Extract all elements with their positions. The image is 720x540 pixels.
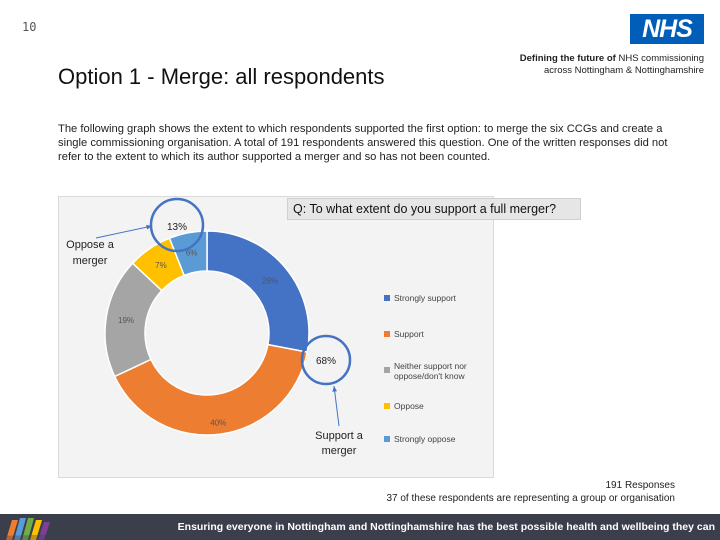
page-number: 10 (22, 20, 37, 34)
legend-label-3: Oppose (394, 401, 424, 411)
responses-count: 191 Responses (605, 480, 676, 491)
chart-slice-labels: 28% 40% 19% 7% 6% (118, 248, 278, 427)
footer-banner-text: Ensuring everyone in Nottingham and Nott… (177, 521, 715, 533)
support-total-label: 68% (316, 356, 336, 367)
legend-swatch-1 (384, 331, 390, 337)
group-note: 37 of these respondents are representing… (386, 493, 675, 504)
slice-label-1: 40% (210, 418, 226, 427)
legend-label-2: Neither support nor oppose/don't know (394, 361, 467, 381)
oppose-highlight-circle (149, 197, 205, 253)
support-arrow-head (332, 386, 338, 392)
support-highlight-circle (300, 334, 352, 386)
page-title: Option 1 - Merge: all respondents (58, 64, 385, 89)
oppose-arrow (95, 225, 153, 239)
header-subtitle: Defining the future of NHS commissioning… (498, 53, 704, 77)
support-arrow (333, 385, 340, 427)
stripes-decoration (0, 518, 130, 540)
slice-label-3: 7% (155, 261, 167, 270)
subtitle-bold: Defining the future of (519, 53, 616, 64)
slice-0 (206, 230, 310, 353)
chart-annotations: 13% Oppose a merger 68% Support a merger (66, 197, 364, 457)
oppose-total-label: 13% (167, 222, 187, 233)
chart-legend: Strongly support Support Neither support n… (384, 293, 467, 444)
intro-paragraph: The following graph shows the extent to … (58, 123, 668, 163)
legend-swatch-0 (384, 295, 390, 301)
oppose-arrow-head (146, 224, 152, 230)
oppose-label-line1: Oppose a (66, 239, 115, 251)
nhs-logo: NHS (630, 14, 704, 44)
slice-1 (113, 343, 309, 436)
legend-label-0: Strongly support (394, 293, 457, 303)
slice-label-0: 28% (262, 277, 278, 286)
legend-label-4: Strongly oppose (394, 434, 456, 444)
legend-swatch-2 (384, 367, 390, 373)
support-label-line1: Support a (315, 430, 364, 442)
oppose-label-line2: merger (73, 255, 108, 267)
support-label-line2: merger (322, 445, 357, 457)
legend-label-1: Support (394, 329, 424, 339)
chart-slices (104, 230, 310, 436)
responses-note: 191 Responses 37 of these respondents ar… (360, 479, 675, 505)
footer-banner: Ensuring everyone in Nottingham and Nott… (0, 514, 720, 540)
legend-swatch-4 (384, 436, 390, 442)
chart-title: Q: To what extent do you support a full … (287, 198, 581, 220)
legend-swatch-3 (384, 403, 390, 409)
subtitle-rest: NHS commissioning across Nottingham & No… (544, 53, 704, 76)
slice-label-2: 19% (118, 316, 134, 325)
slice-label-4: 6% (186, 248, 198, 257)
